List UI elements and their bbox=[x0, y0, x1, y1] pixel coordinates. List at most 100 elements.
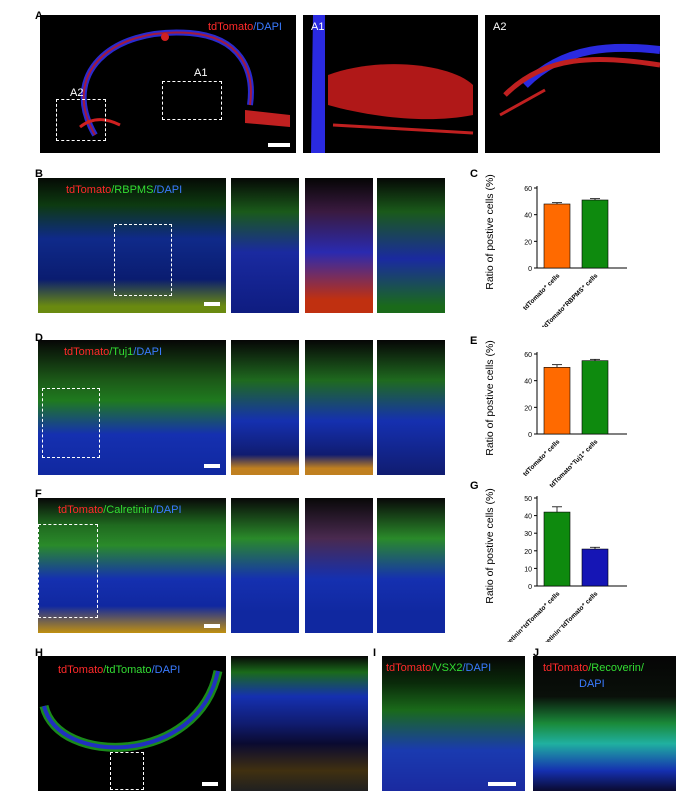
panel-j-image: tdTomato/Recoverin/ DAPI bbox=[533, 656, 676, 791]
stain-rbpms: /RBPMS bbox=[111, 184, 154, 196]
scale-bar bbox=[202, 782, 218, 786]
a1-inset-label: A1 bbox=[311, 21, 325, 33]
bar bbox=[581, 199, 609, 269]
scale-bar bbox=[268, 143, 290, 147]
category-label: tdTomato⁺ cells bbox=[522, 438, 562, 478]
a2-box-label: A2 bbox=[70, 87, 84, 99]
bar bbox=[543, 203, 571, 269]
stain-tuj1: /Tuj1 bbox=[109, 346, 134, 358]
panel-letter-b: B bbox=[35, 168, 43, 180]
stain-vsx2: /VSX2 bbox=[431, 662, 463, 674]
panel-d-inset-merge bbox=[231, 340, 299, 475]
f-region-box bbox=[38, 524, 98, 618]
panel-f-main-image: tdTomato/Calretinin/DAPI bbox=[38, 498, 226, 633]
bar bbox=[543, 511, 571, 587]
category-label: Calretinin⁻tdTomato⁺ cells bbox=[536, 590, 599, 642]
scale-bar bbox=[204, 302, 220, 306]
d-region-box bbox=[42, 388, 100, 458]
bar-chart-e: Ratio of postive cells (%) 0 20 40 60 tdTomat… bbox=[484, 340, 627, 489]
stain-dapi: /DAPI bbox=[462, 662, 492, 674]
stain-dapi: /DAPI bbox=[152, 504, 182, 516]
stain-tdtomato: tdTomato bbox=[208, 21, 254, 33]
panel-b-inset-red bbox=[305, 178, 373, 313]
y-tick-label: 40 bbox=[524, 514, 532, 521]
panel-i-stain-label: tdTomato/VSX2/DAPI bbox=[386, 662, 491, 674]
panel-letter-j: J bbox=[533, 647, 540, 659]
panel-letter-d: D bbox=[35, 332, 43, 344]
y-tick-label: 20 bbox=[524, 549, 532, 556]
panel-f-stain-label: tdTomato/Calretinin/DAPI bbox=[58, 504, 182, 516]
panel-letter-c: C bbox=[470, 168, 478, 180]
stain-dapi: /DAPI bbox=[153, 184, 183, 196]
panel-d-inset-red bbox=[305, 340, 373, 475]
stain-tdtomato: tdTomato bbox=[58, 664, 104, 676]
panel-b-main-image: tdTomato/RBPMS/DAPI bbox=[38, 178, 226, 313]
panel-j-stain-label-line2: DAPI bbox=[579, 678, 605, 690]
y-tick-label: 60 bbox=[524, 352, 532, 359]
panel-letter-f: F bbox=[35, 488, 42, 500]
bar bbox=[581, 360, 609, 435]
y-tick-label: 40 bbox=[524, 213, 532, 220]
stain-tdtomato-green: /tdTomato bbox=[103, 664, 152, 676]
stain-tdtomato: tdTomato bbox=[66, 184, 112, 196]
panel-d-main-image: tdTomato/Tuj1/DAPI bbox=[38, 340, 226, 475]
y-tick-label: 30 bbox=[524, 531, 532, 538]
scale-bar bbox=[204, 464, 220, 468]
y-tick-label: 0 bbox=[528, 432, 532, 439]
stain-recoverin: /Recoverin/ bbox=[588, 662, 644, 674]
stain-tdtomato: tdTomato bbox=[64, 346, 110, 358]
panel-h-main-image: tdTomato/tdTomato/DAPI bbox=[38, 656, 226, 791]
scale-bar bbox=[488, 782, 516, 786]
h-region-box bbox=[110, 752, 144, 790]
stain-tdtomato: tdTomato bbox=[58, 504, 104, 516]
y-tick-label: 0 bbox=[528, 584, 532, 591]
panel-letter-g: G bbox=[470, 480, 479, 492]
bar-chart-c: Ratio of postive cells (%) 0 20 40 60 tdTomat… bbox=[484, 174, 627, 327]
a1-tissue-illustration bbox=[311, 15, 474, 153]
panel-d-stain-label: tdTomato/Tuj1/DAPI bbox=[64, 346, 162, 358]
y-axis-label: Ratio of postive cells (%) bbox=[484, 340, 496, 456]
panel-f-inset-green bbox=[377, 498, 445, 633]
panel-h-inset bbox=[231, 656, 368, 791]
category-label: tdTomato⁺ cells bbox=[522, 272, 562, 312]
panel-j-stain-label-line1: tdTomato/Recoverin/ bbox=[543, 662, 644, 674]
h-retina-illustration bbox=[39, 670, 223, 752]
b-region-box bbox=[114, 224, 172, 296]
panel-b-inset-green bbox=[377, 178, 445, 313]
panel-h-stain-label: tdTomato/tdTomato/DAPI bbox=[58, 664, 180, 676]
panel-a-stain-label: tdTomato/DAPI bbox=[208, 21, 282, 33]
a2-region-box bbox=[56, 99, 106, 141]
panel-b-stain-label: tdTomato/RBPMS/DAPI bbox=[66, 184, 182, 196]
panel-a2-inset: A2 bbox=[485, 15, 660, 153]
panel-i-image: tdTomato/VSX2/DAPI bbox=[382, 656, 525, 791]
y-tick-label: 0 bbox=[528, 266, 532, 273]
panel-a-main-image: tdTomato/DAPI A1 A2 bbox=[40, 15, 296, 153]
panel-letter-e: E bbox=[470, 335, 478, 347]
stain-tdtomato: tdTomato bbox=[386, 662, 432, 674]
stain-dapi: /DAPI bbox=[151, 664, 181, 676]
stain-tdtomato: tdTomato bbox=[543, 662, 589, 674]
panel-letter-a: A bbox=[35, 10, 43, 22]
y-axis-label: Ratio of postive cells (%) bbox=[484, 174, 496, 290]
panel-b-inset-merge bbox=[231, 178, 299, 313]
bar-chart-g: Ratio of postive cells (%) 0 10 20 30 40 50 Cal… bbox=[484, 488, 627, 642]
scale-bar bbox=[204, 624, 220, 628]
panel-f-inset-red bbox=[305, 498, 373, 633]
panel-a1-inset: A1 bbox=[303, 15, 478, 153]
stain-dapi: /DAPI bbox=[253, 21, 282, 33]
a2-tissue-illustration bbox=[499, 43, 660, 117]
a1-box-label: A1 bbox=[194, 67, 208, 79]
y-tick-label: 40 bbox=[524, 379, 532, 386]
panel-d-inset-green bbox=[377, 340, 445, 475]
panel-letter-i: I bbox=[373, 647, 377, 659]
a2-inset-label: A2 bbox=[493, 21, 507, 33]
y-tick-label: 20 bbox=[524, 405, 532, 412]
stain-dapi: /DAPI bbox=[133, 346, 163, 358]
y-axis-label: Ratio of postive cells (%) bbox=[484, 488, 496, 604]
y-tick-label: 60 bbox=[524, 186, 532, 193]
y-tick-label: 20 bbox=[524, 239, 532, 246]
bar bbox=[581, 548, 609, 587]
panel-f-inset-merge bbox=[231, 498, 299, 633]
a1-region-box bbox=[162, 81, 222, 120]
y-tick-label: 50 bbox=[524, 496, 532, 503]
